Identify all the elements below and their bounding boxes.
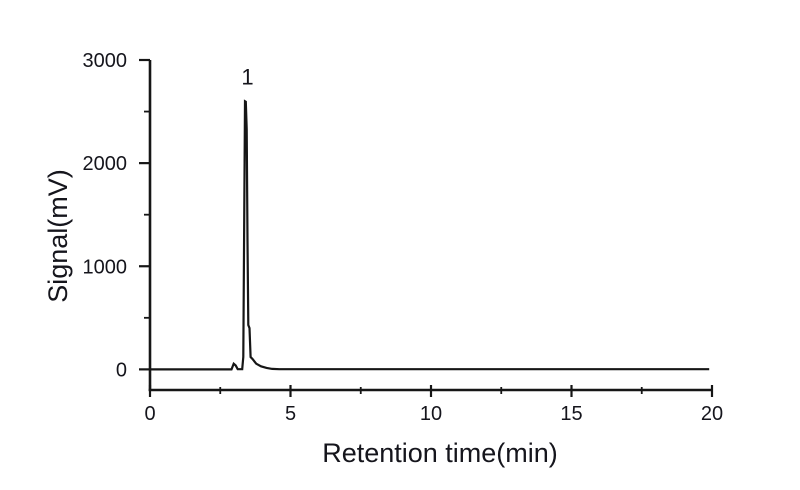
y-axis-title: Signal(mV) (43, 169, 73, 303)
y-axis-tick-label: 3000 (83, 50, 128, 72)
x-axis-major-ticks (148, 385, 714, 397)
signal-trace (150, 99, 710, 371)
x-axis-tick-label: 20 (701, 403, 723, 425)
x-axis-tick-label: 5 (285, 403, 296, 425)
x-axis-tick-label: 0 (144, 403, 155, 425)
y-axis-tick-label: 2000 (83, 153, 128, 175)
x-axis-tick-label: 10 (420, 403, 442, 425)
peak-number-label: 1 (241, 64, 253, 89)
y-axis-tick-label: 0 (116, 359, 127, 381)
x-axis-title: Retention time(min) (322, 438, 558, 468)
x-axis-tick-label: 15 (560, 403, 582, 425)
plot-area: 0 1000 2000 3000 0 5 10 15 20 1 Retention time(… (43, 50, 723, 468)
x-axis-tick-labels: 0 5 10 15 20 (144, 403, 723, 425)
peak-annotations: 1 (241, 64, 253, 89)
y-axis-minor-ticks (144, 110, 150, 319)
y-axis-tick-labels: 0 1000 2000 3000 (83, 50, 128, 381)
y-axis-major-ticks (139, 58, 150, 371)
x-axis-minor-ticks (219, 387, 643, 394)
y-axis-tick-label: 1000 (83, 256, 128, 278)
